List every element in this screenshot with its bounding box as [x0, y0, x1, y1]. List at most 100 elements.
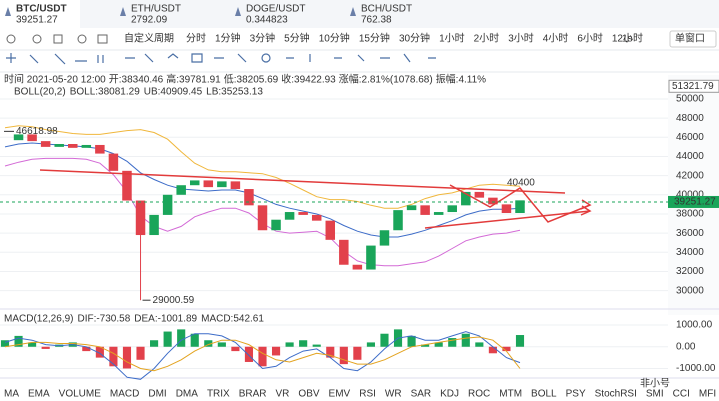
- y-tick-label: 48000: [676, 113, 704, 124]
- period[interactable]: 1分钟: [215, 32, 241, 45]
- macd-bar: [475, 342, 484, 347]
- active-tab[interactable]: [0, 0, 80, 28]
- tab-symbol[interactable]: BTC/USDT: [16, 4, 67, 15]
- indicator-tab[interactable]: MA: [4, 389, 19, 400]
- candle: [189, 180, 200, 186]
- macd-bar: [502, 346, 511, 352]
- indicator-tab[interactable]: BRAR: [239, 389, 267, 400]
- indicator-tab[interactable]: RSI: [359, 389, 376, 400]
- candle: [40, 141, 51, 147]
- macd-bar: [150, 340, 159, 347]
- candle: [433, 212, 444, 215]
- period[interactable]: 2小时: [474, 33, 500, 45]
- candle: [257, 205, 268, 231]
- period[interactable]: 6小时: [577, 33, 603, 45]
- period[interactable]: 30分钟: [399, 32, 430, 45]
- indicator-tab[interactable]: StochRSI: [595, 389, 637, 400]
- indicator-tab[interactable]: MACD: [110, 389, 139, 400]
- macd-bar: [258, 346, 267, 367]
- macd-bar: [82, 346, 91, 352]
- tab-symbol[interactable]: BCH/USDT: [361, 4, 412, 15]
- macd-dea: DEA:-1001.89: [134, 314, 197, 325]
- candle: [515, 200, 525, 213]
- candle: [176, 185, 186, 195]
- candle: [217, 181, 227, 188]
- indicator-tab[interactable]: MFI: [699, 389, 716, 400]
- window-button[interactable]: [669, 30, 717, 48]
- macd-bar: [136, 346, 145, 360]
- period[interactable]: 10分钟: [319, 32, 350, 45]
- tab-symbol[interactable]: DOGE/USDT: [246, 4, 305, 15]
- candle: [474, 191, 485, 198]
- boll-lb: LB:35253.13: [206, 87, 263, 98]
- candle: [298, 212, 308, 215]
- tab-icon: [5, 7, 11, 16]
- tab-price: 39251.27: [16, 15, 58, 26]
- indicator-tab[interactable]: DMA: [176, 389, 199, 400]
- indicator-tab[interactable]: ROC: [468, 389, 490, 400]
- indicator-tab[interactable]: TRIX: [207, 389, 230, 400]
- y-tick-label: 40000: [676, 189, 704, 200]
- indicator-tab[interactable]: SMI: [646, 389, 664, 400]
- period[interactable]: 5分钟: [284, 32, 310, 45]
- macd-bar: [434, 342, 443, 347]
- tool-row: [0, 50, 719, 72]
- toolbar-icons[interactable]: [6, 34, 108, 44]
- dea-line: [4, 336, 521, 372]
- period[interactable]: 分时: [186, 33, 206, 45]
- custom-period[interactable]: 自定义周期: [124, 32, 174, 45]
- macd-bar: [448, 338, 457, 347]
- indicator-tab[interactable]: DMI: [148, 389, 166, 400]
- indicator-tab[interactable]: SAR: [411, 389, 432, 400]
- candle: [461, 191, 471, 206]
- indicator-tab[interactable]: KDJ: [440, 389, 459, 400]
- y-tick-label: 30000: [676, 285, 704, 296]
- indicator-tab[interactable]: PSY: [566, 389, 586, 400]
- macd-bar: [231, 346, 240, 352]
- period[interactable]: 3分钟: [250, 32, 276, 45]
- tab-symbol[interactable]: ETH/USDT: [131, 4, 181, 15]
- candle: [149, 214, 159, 236]
- boll-upper: [4, 125, 521, 209]
- period[interactable]: 3小时: [508, 33, 534, 45]
- indicator-tab[interactable]: VR: [276, 389, 290, 400]
- y-tick-label: 42000: [676, 170, 704, 181]
- candle: [95, 144, 105, 154]
- y-tick-label: 34000: [676, 247, 704, 258]
- candle: [27, 134, 37, 142]
- tab-price: 0.344823: [246, 15, 288, 26]
- low-label: 29000.59: [153, 295, 195, 306]
- indicator-tab[interactable]: BOLL: [531, 389, 557, 400]
- indicator-tab[interactable]: OBV: [298, 389, 319, 400]
- period[interactable]: 12小时: [612, 33, 643, 45]
- macd-bar: [407, 335, 416, 347]
- period[interactable]: 4小时: [543, 33, 569, 45]
- drawing-tools[interactable]: [6, 53, 436, 65]
- period[interactable]: 15分钟: [359, 32, 390, 45]
- indicator-tab[interactable]: VOLUME: [59, 389, 102, 400]
- indicator-tab[interactable]: EMV: [329, 389, 351, 400]
- speed[interactable]: 1s: [622, 34, 633, 45]
- candle: [352, 264, 363, 270]
- y-tick-label: 50000: [676, 94, 704, 105]
- info-amplitude: 振幅:4.11%: [436, 73, 486, 86]
- macd-bar: [353, 346, 362, 360]
- indicator-tab[interactable]: WR: [385, 389, 402, 400]
- indicator-tab[interactable]: EMA: [28, 389, 50, 400]
- candle: [271, 219, 281, 231]
- info-low: 低:38205.69: [224, 73, 279, 86]
- watermark: 非小号: [640, 378, 670, 390]
- macd-bar: [312, 344, 321, 347]
- boll-mid: BOLL:38081.29: [70, 87, 140, 98]
- candle: [122, 170, 132, 201]
- window-select[interactable]: 单窗口: [675, 32, 705, 45]
- candle: [366, 245, 376, 270]
- indicator-tab[interactable]: MTM: [499, 389, 522, 400]
- indicator-tab[interactable]: CCI: [673, 389, 690, 400]
- macd-bar: [244, 346, 254, 362]
- trend-lines: [39, 169, 592, 229]
- period[interactable]: 1小时: [439, 33, 465, 45]
- macd-bar: [177, 329, 186, 347]
- macd-bar: [14, 335, 23, 347]
- candle: [311, 214, 322, 221]
